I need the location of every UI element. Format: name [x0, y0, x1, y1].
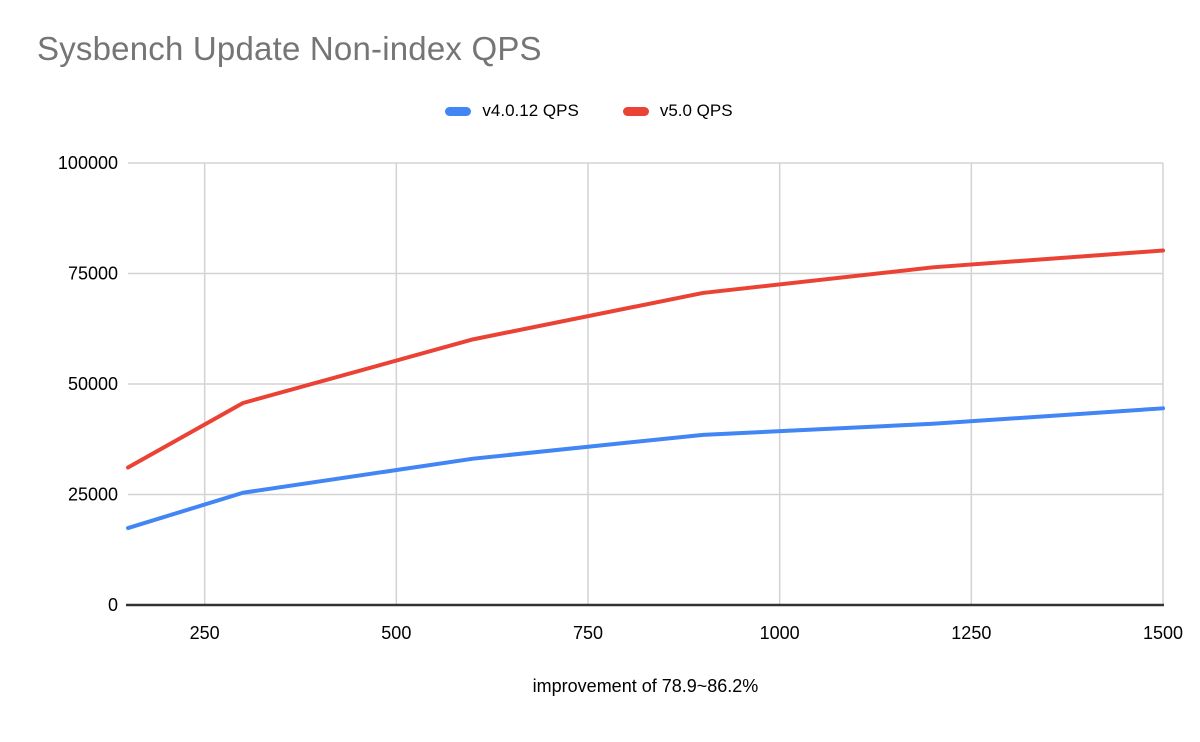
y-tick-label-0: 0: [108, 595, 118, 615]
legend-label-v50: v5.0 QPS: [659, 101, 733, 120]
x-tick-label-1000: 1000: [760, 623, 800, 643]
legend-swatch-v50-icon: [622, 106, 649, 116]
y-tick-label-50000: 50000: [68, 374, 118, 394]
legend-item-v50: v5.0 QPS: [622, 101, 733, 121]
x-tick-label-1500: 1500: [1143, 623, 1183, 643]
y-tick-label-25000: 25000: [68, 485, 118, 505]
y-tick-label-100000: 100000: [58, 153, 118, 173]
x-tick-label-500: 500: [381, 623, 411, 643]
x-tick-label-250: 250: [190, 623, 220, 643]
x-tick-label-1250: 1250: [951, 623, 991, 643]
legend-label-v4012: v4.0.12 QPS: [482, 101, 579, 120]
x-tick-label-750: 750: [573, 623, 603, 643]
legend-item-v4012: v4.0.12 QPS: [445, 101, 579, 121]
chart-title: Sysbench Update Non-index QPS: [37, 30, 542, 67]
series-line-v5-0-qps: [126, 248, 1165, 470]
series-line-v4-0-12-qps: [126, 406, 1165, 531]
legend-swatch-v4012-icon: [445, 106, 472, 116]
y-tick-label-75000: 75000: [68, 264, 118, 284]
chart-legend: v4.0.12 QPS v5.0 QPS: [0, 101, 1189, 121]
chart-caption: improvement of 78.9~86.2%: [532, 676, 759, 696]
